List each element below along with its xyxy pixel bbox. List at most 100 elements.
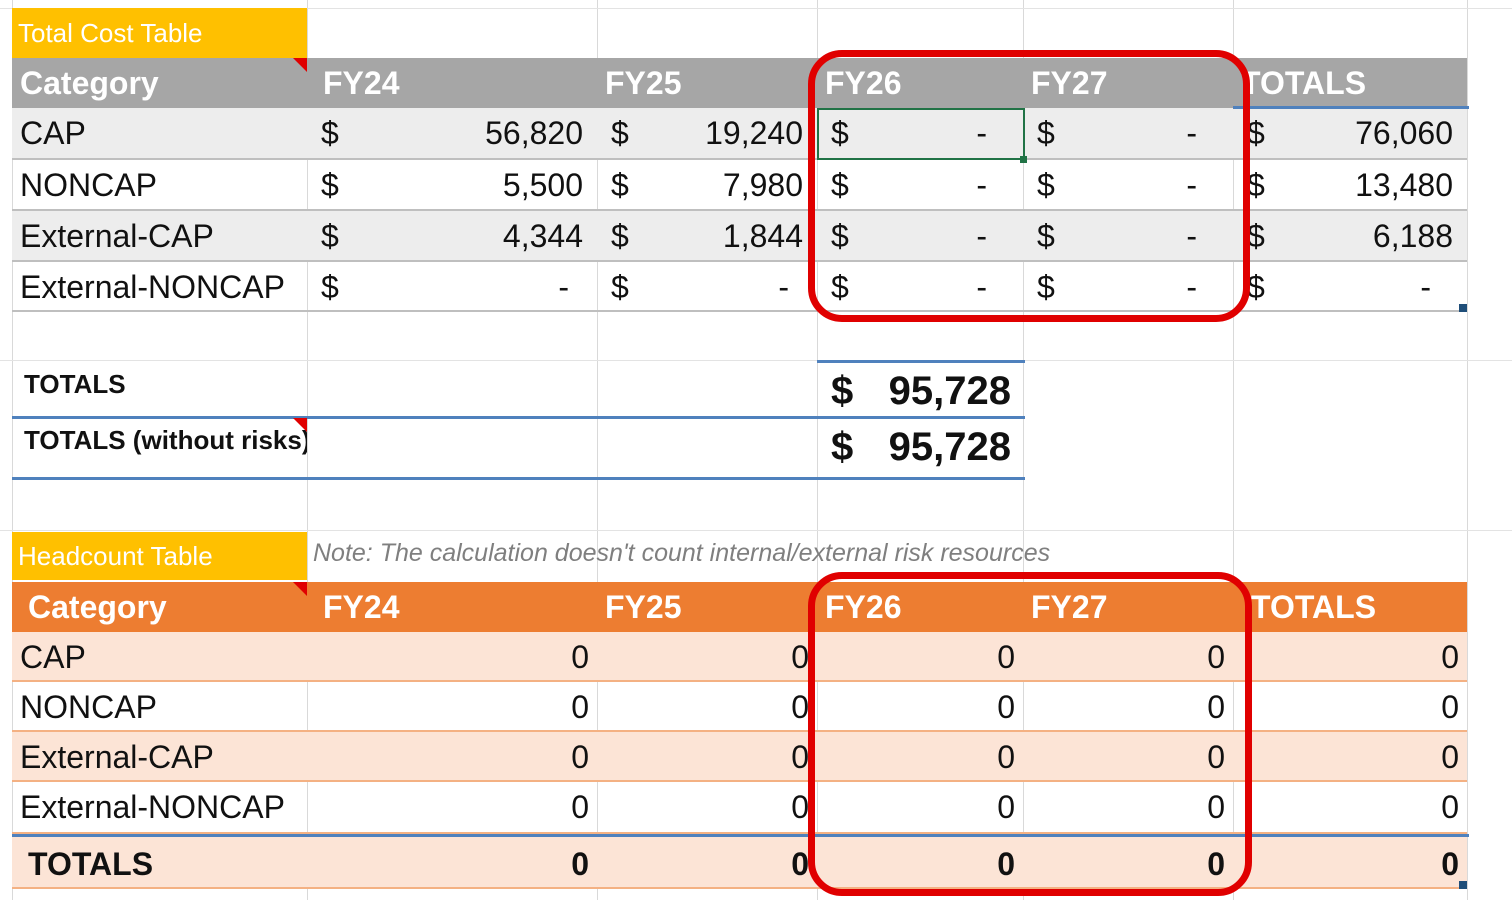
hc-header-fy26[interactable]: FY26 (817, 582, 1023, 632)
hc-cell-fy26[interactable]: 0 (817, 682, 1023, 732)
cost-cell-fy27[interactable]: $ - (1023, 160, 1233, 211)
hc-cell-fy26[interactable]: 0 (817, 782, 1023, 834)
hc-cell-totals[interactable]: 0 (1233, 782, 1467, 834)
hc-cell-fy25[interactable]: 0 (597, 632, 817, 682)
row-category[interactable]: CAP (12, 108, 307, 160)
cell-value: - (976, 218, 987, 254)
hc-header-totals[interactable]: TOTALS (1233, 582, 1467, 632)
hc-cell-fy27[interactable]: 0 (1023, 732, 1233, 782)
cost-cell-fy26[interactable]: $ - (817, 160, 1023, 211)
cost-cell-fy27[interactable]: $ - (1023, 108, 1233, 160)
cost-cell-fy25[interactable]: $ - (597, 262, 817, 312)
cell-value: - (1186, 269, 1197, 305)
currency-symbol: $ (831, 115, 849, 151)
headcount-table-title[interactable]: Headcount Table (12, 532, 307, 580)
cost-table-title[interactable]: Total Cost Table (12, 8, 307, 58)
fill-handle[interactable] (1020, 156, 1027, 163)
cost-cell-fy24[interactable]: $ - (307, 262, 597, 312)
cost-cell-totals[interactable]: $76,060 (1233, 108, 1467, 160)
cost-cell-fy24[interactable]: $5,500 (307, 160, 597, 211)
cost-header-fy25[interactable]: FY25 (597, 58, 817, 108)
header-underline (1233, 106, 1469, 109)
totals-without-risks-value[interactable]: $95,728 (817, 418, 1023, 474)
currency-symbol: $ (1037, 115, 1055, 151)
cost-header-fy24[interactable]: FY24 (307, 58, 597, 108)
cost-cell-fy26[interactable]: $ - (817, 211, 1023, 262)
hc-cell-totals[interactable]: 0 (1233, 632, 1467, 682)
hc-cell-fy24[interactable]: 0 (307, 782, 597, 834)
comment-indicator-icon[interactable] (293, 418, 307, 432)
hc-cell-fy27[interactable]: 0 (1023, 782, 1233, 834)
totals-label[interactable]: TOTALS (24, 369, 126, 399)
gridline (817, 0, 818, 900)
currency-symbol: $ (321, 167, 339, 203)
row-category[interactable]: NONCAP (12, 682, 307, 732)
cost-cell-fy27[interactable]: $ - (1023, 262, 1233, 312)
row-category[interactable]: NONCAP (12, 160, 307, 211)
cost-cell-fy24[interactable]: $56,820 (307, 108, 597, 160)
hc-cell-fy24[interactable]: 0 (307, 632, 597, 682)
cost-cell-fy27[interactable]: $ - (1023, 211, 1233, 262)
cost-cell-fy24[interactable]: $4,344 (307, 211, 597, 262)
cost-cell-totals[interactable]: $13,480 (1233, 160, 1467, 211)
gridline (12, 0, 13, 900)
hc-cell-fy26[interactable]: 0 (817, 732, 1023, 782)
comment-indicator-icon[interactable] (293, 582, 307, 596)
cost-cell-fy25[interactable]: $19,240 (597, 108, 817, 160)
hc-cell-fy25[interactable]: 0 (597, 837, 817, 889)
hc-header-category[interactable]: Category (12, 582, 307, 632)
hc-cell-fy25[interactable]: 0 (597, 782, 817, 834)
gridline (0, 8, 1512, 9)
cost-header-category[interactable]: Category (12, 58, 307, 108)
cost-cell-fy26[interactable]: $ - (817, 262, 1023, 312)
row-category[interactable]: External-CAP (12, 732, 307, 782)
cost-header-totals[interactable]: TOTALS (1233, 58, 1467, 108)
hc-cell-fy25[interactable]: 0 (597, 682, 817, 732)
hc-cell-fy27[interactable]: 0 (1023, 682, 1233, 732)
hc-cell-fy24[interactable]: 0 (307, 837, 597, 889)
hc-cell-fy26[interactable]: 0 (817, 632, 1023, 682)
headcount-note[interactable]: Note: The calculation doesn't count inte… (313, 539, 1051, 567)
comment-indicator-icon[interactable] (293, 58, 307, 72)
hc-cell-totals[interactable]: 0 (1233, 682, 1467, 732)
row-category[interactable]: CAP (12, 632, 307, 682)
table-resize-handle[interactable] (1459, 304, 1467, 312)
hc-cell-fy24[interactable]: 0 (307, 732, 597, 782)
cell-value: 95,728 (888, 425, 1011, 469)
cost-header-fy27[interactable]: FY27 (1023, 58, 1233, 108)
gridline (0, 530, 1512, 531)
hc-cell-fy27[interactable]: 0 (1023, 837, 1233, 889)
hc-cell-totals[interactable]: 0 (1233, 732, 1467, 782)
totals-without-risks-label[interactable]: TOTALS (without risks) (24, 425, 307, 455)
hc-cell-totals[interactable]: 0 (1233, 837, 1467, 889)
currency-symbol: $ (1037, 167, 1055, 203)
hc-header-fy25[interactable]: FY25 (597, 582, 817, 632)
cost-cell-fy25[interactable]: $7,980 (597, 160, 817, 211)
cell-value: 7,980 (722, 167, 803, 203)
gridline (0, 360, 1512, 361)
cost-header-fy26[interactable]: FY26 (817, 58, 1023, 108)
hc-cell-fy27[interactable]: 0 (1023, 632, 1233, 682)
cell-value: 13,480 (1355, 167, 1453, 203)
row-category[interactable]: External-NONCAP (12, 782, 307, 834)
hc-header-fy24[interactable]: FY24 (307, 582, 597, 632)
cost-cell-totals[interactable]: $ - (1233, 262, 1467, 312)
cost-cell-totals[interactable]: $6,188 (1233, 211, 1467, 262)
hc-cell-fy26[interactable]: 0 (817, 837, 1023, 889)
cost-cell-fy25[interactable]: $1,844 (597, 211, 817, 262)
hc-header-fy27[interactable]: FY27 (1023, 582, 1233, 632)
cell-value: - (1186, 115, 1197, 151)
totals-value[interactable]: $95,728 (817, 362, 1023, 418)
cell-value: - (976, 167, 987, 203)
row-category[interactable]: External-CAP (12, 211, 307, 262)
cost-cell-fy26[interactable]: $ - (817, 108, 1023, 160)
active-cell-selection[interactable] (817, 108, 1025, 160)
row-category[interactable]: External-NONCAP (12, 262, 307, 312)
hc-cell-fy25[interactable]: 0 (597, 732, 817, 782)
cell-value: - (976, 115, 987, 151)
cell-value: - (1186, 218, 1197, 254)
cell-value: 76,060 (1355, 115, 1453, 151)
row-category[interactable]: TOTALS (12, 837, 307, 889)
hc-cell-fy24[interactable]: 0 (307, 682, 597, 732)
table-resize-handle[interactable] (1459, 881, 1467, 889)
